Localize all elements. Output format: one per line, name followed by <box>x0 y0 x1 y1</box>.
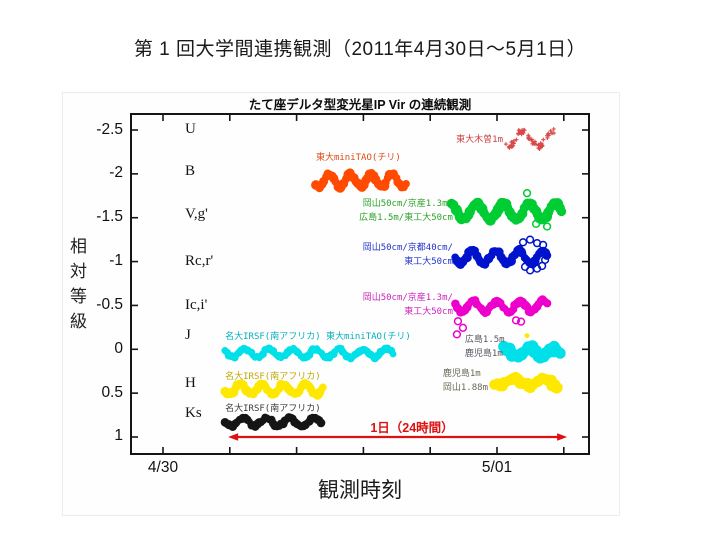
annotation-u-telescope: 東大木曽1m <box>456 133 503 147</box>
y-tick-label: 0.5 <box>101 383 123 401</box>
annotation-line: 鹿児島1m <box>442 368 481 379</box>
series-Vg-wave <box>446 189 567 231</box>
annotation-line: 東大miniTAO(チリ) <box>315 152 401 163</box>
annotation-line: 東工大50cm <box>404 256 453 267</box>
series-U-scatter-cross <box>503 127 556 151</box>
annotation-line: 東工大50cm <box>404 306 453 317</box>
annotation-line: 名大IRSF(南アフリカ) <box>225 372 321 382</box>
annotation-line: 広島1.5m/東工大50cm <box>359 213 453 224</box>
day-span-label: 1日（24時間） <box>370 421 454 435</box>
band-label-Rcr: Rc,r' <box>185 252 214 269</box>
annotation-line: 名大IRSF(南アフリカ) 東大miniTAO(チリ) <box>225 332 411 342</box>
series-J-wave <box>221 344 397 363</box>
annotation-h-left-telescope: 名大IRSF(南アフリカ) <box>225 370 321 384</box>
slide-title: 第 1 回大学間連携観測（2011年4月30日〜5月1日） <box>133 39 587 60</box>
plot-frame <box>130 113 590 455</box>
x-tick-label: 4/30 <box>147 459 179 476</box>
x-axis-label: 観測時刻 <box>318 479 402 502</box>
series-Ici-wave <box>451 295 552 339</box>
y-tick-label: 1 <box>114 427 123 445</box>
annotation-b-telescope: 東大miniTAO(チリ) <box>316 151 401 165</box>
band-label-Ici: Ic,i' <box>185 297 208 314</box>
annotation-h-right-telescopes: 鹿児島1m 岡山1.88m <box>443 367 488 395</box>
series-H-blob <box>489 371 563 394</box>
annotation-v-telescopes: 岡山50cm/京産1.3m/広島1.5m/東工大50cm <box>359 197 453 225</box>
annotation-ic-telescopes: 岡山50cm/京産1.3m/東工大50cm <box>363 291 453 319</box>
y-tick-label: 0 <box>114 339 123 357</box>
series-H-wave <box>220 333 530 400</box>
band-label-Ks: Ks <box>185 405 202 422</box>
series-J-blob <box>498 340 566 364</box>
y-tick-label: -2.5 <box>96 120 123 138</box>
band-label-Vg: V,g' <box>185 206 208 223</box>
annotation-line: 広島1.5m <box>464 335 505 345</box>
annotation-line: 岡山50cm/京産1.3m/ <box>362 292 453 303</box>
series-B-wave <box>311 168 410 193</box>
series-Rcr-wave <box>451 235 552 275</box>
annotation-ks-telescope: 名大IRSF(南アフリカ) <box>225 402 321 416</box>
day-span-arrow <box>228 433 568 441</box>
y-tick-label: -2 <box>109 164 123 182</box>
band-label-H: H <box>185 375 196 392</box>
annotation-j-right-telescopes: 広島1.5m 鹿児島1m <box>465 333 505 361</box>
series-Ks-wave <box>220 413 326 431</box>
band-label-J: J <box>185 327 191 344</box>
annotation-line: 名大IRSF(南アフリカ) <box>225 403 321 414</box>
y-tick-label: -1.5 <box>96 208 123 226</box>
y-tick-label: -0.5 <box>96 295 123 313</box>
y-tick-label: -1 <box>109 252 123 270</box>
band-label-B: B <box>185 163 196 180</box>
annotation-j-left-telescopes: 名大IRSF(南アフリカ) 東大miniTAO(チリ) <box>225 330 411 344</box>
annotation-line: 岡山50cm/京都40cm/ <box>362 242 453 253</box>
annotation-line: 東大木曽1m <box>456 134 503 145</box>
chart-title: たて座デルタ型変光星IP Vir の連続観測 <box>248 98 472 112</box>
annotation-rc-telescopes: 岡山50cm/京都40cm/東工大50cm <box>363 241 453 269</box>
annotation-line: 岡山50cm/京産1.3m/ <box>362 199 453 210</box>
band-label-U: U <box>185 121 196 137</box>
y-axis-label: 相対等級 <box>67 237 86 337</box>
x-tick-label: 5/01 <box>481 459 513 476</box>
annotation-line: 岡山1.88m <box>442 382 488 393</box>
annotation-line: 鹿児島1m <box>464 349 503 359</box>
